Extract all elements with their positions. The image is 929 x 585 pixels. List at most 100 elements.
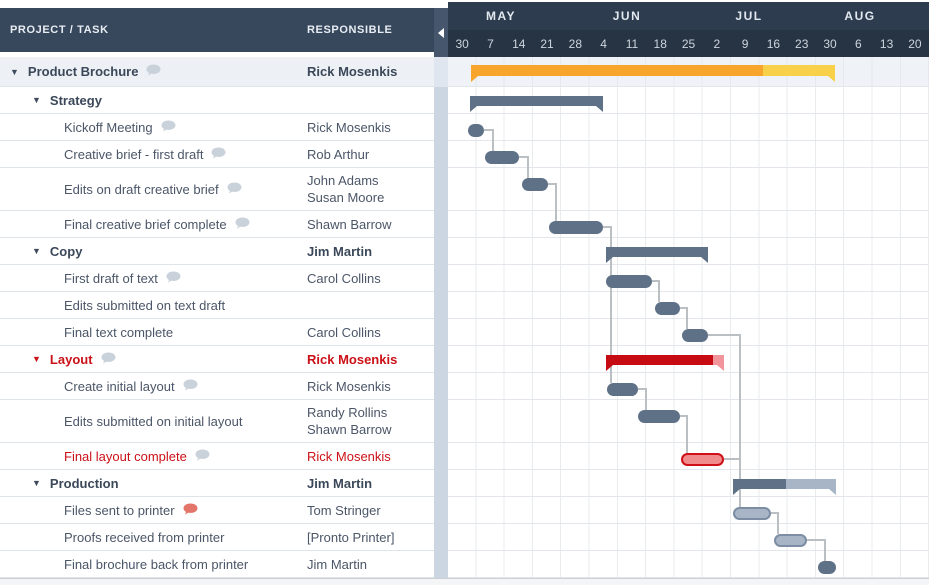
responsible-name: Rob Arthur (307, 146, 370, 162)
timeline-month-label: JUL (735, 9, 763, 23)
bottom-scroll-track[interactable] (0, 578, 929, 585)
task-name-cell[interactable]: ▼ Strategy (0, 87, 304, 113)
comment-icon[interactable] (183, 379, 198, 394)
task-row-copy[interactable]: ▼ Copy Jim Martin (0, 238, 434, 265)
gantt-bar-first-draft-of-text[interactable] (606, 275, 652, 288)
gantt-bar-create-initial-layout[interactable] (607, 383, 638, 396)
collapse-triangle-icon[interactable]: ▼ (32, 354, 41, 364)
chevron-left-icon (438, 27, 444, 38)
collapse-triangle-icon[interactable]: ▼ (32, 478, 41, 488)
responsible-name: Carol Collins (307, 324, 381, 340)
gantt-summary-bar-copy[interactable] (606, 247, 708, 263)
gantt-bar-edits-submitted-on-initial-layout[interactable] (638, 410, 680, 423)
task-row-creative-brief-first-draft[interactable]: Creative brief - first draft Rob Arthur (0, 141, 434, 168)
task-row-kickoff-meeting[interactable]: Kickoff Meeting Rick Mosenkis (0, 114, 434, 141)
task-name-cell[interactable]: Edits on draft creative brief (0, 168, 304, 210)
responsible-cell: Rob Arthur (307, 141, 430, 167)
collapse-triangle-icon[interactable]: ▼ (32, 246, 41, 256)
responsible-cell: Rick Mosenkis (307, 114, 430, 140)
task-name-cell[interactable]: Create initial layout (0, 373, 304, 399)
task-name-cell[interactable]: ▼ Product Brochure (0, 57, 304, 86)
task-name-cell[interactable]: ▼ Copy (0, 238, 304, 264)
gantt-summary-bar-product-brochure[interactable] (471, 65, 835, 82)
gantt-bar-final-text-complete[interactable] (682, 329, 708, 342)
gantt-bar-final-layout-complete[interactable] (681, 453, 724, 466)
task-name-cell[interactable]: Creative brief - first draft (0, 141, 304, 167)
comment-red-icon[interactable] (183, 503, 198, 518)
task-name-cell[interactable]: Proofs received from printer (0, 524, 304, 550)
task-row-final-creative-brief-complete[interactable]: Final creative brief complete Shawn Barro… (0, 211, 434, 238)
summary-notch-right (596, 106, 603, 112)
timeline-week-label: 28 (568, 36, 583, 51)
gantt-bar-final-brochure-back-from-printer[interactable] (818, 561, 836, 574)
task-row-edits-submitted-on-text-draft[interactable]: Edits submitted on text draft (0, 292, 434, 319)
task-name-cell[interactable]: Edits submitted on initial layout (0, 400, 304, 442)
collapse-strip[interactable] (434, 57, 448, 578)
gantt-bar-edits-on-draft-creative-brief[interactable] (522, 178, 548, 191)
gantt-bar-files-sent-to-printer[interactable] (733, 507, 771, 520)
task-row-edits-submitted-on-initial-layout[interactable]: Edits submitted on initial layout Randy R… (0, 400, 434, 443)
task-label: Final brochure back from printer (64, 556, 249, 572)
task-row-strategy[interactable]: ▼ Strategy (0, 87, 434, 114)
chart-row (448, 497, 929, 524)
comment-icon[interactable] (195, 449, 210, 464)
gantt-bar-proofs-received-from-printer[interactable] (774, 534, 807, 547)
chart-row (448, 211, 929, 238)
task-name-cell[interactable]: Kickoff Meeting (0, 114, 304, 140)
gantt-bar-creative-brief-first-draft[interactable] (485, 151, 519, 164)
task-row-final-text-complete[interactable]: Final text complete Carol Collins (0, 319, 434, 346)
gantt-summary-bar-production[interactable] (733, 479, 836, 495)
task-row-product-brochure[interactable]: ▼ Product Brochure Rick Mosenkis (0, 57, 434, 87)
summary-notch-left (606, 257, 613, 263)
comment-icon[interactable] (166, 271, 181, 286)
task-name-cell[interactable]: ▼ Production (0, 470, 304, 496)
comment-icon[interactable] (211, 147, 226, 162)
collapse-strip-highlight (434, 57, 448, 87)
task-label: Edits submitted on initial layout (64, 413, 243, 429)
summary-bar-segment (471, 65, 763, 76)
collapse-panel-button[interactable] (434, 8, 448, 57)
task-row-proofs-received-from-printer[interactable]: Proofs received from printer [Pronto Prin… (0, 524, 434, 551)
comment-icon[interactable] (161, 120, 176, 135)
gantt-bar-final-creative-brief-complete[interactable] (549, 221, 603, 234)
comment-icon[interactable] (227, 182, 242, 197)
responsible-name: Tom Stringer (307, 502, 381, 518)
task-name-cell[interactable]: Final brochure back from printer (0, 551, 304, 577)
timeline-dates-row: 30 7 14 21 28 4 11 18 25 2 9 16 23 30 6 13 20 (448, 30, 929, 57)
responsible-cell: Jim Martin (307, 551, 430, 577)
responsible-cell: John Adams Susan Moore (307, 168, 430, 210)
task-label: Copy (49, 243, 83, 259)
collapse-triangle-icon[interactable]: ▼ (10, 66, 19, 77)
task-name-cell[interactable]: Final text complete (0, 319, 304, 345)
task-name-cell[interactable]: ▼ Layout (0, 346, 304, 372)
task-name-cell[interactable]: Files sent to printer (0, 497, 304, 523)
summary-bar-segment (733, 479, 786, 489)
gantt-summary-bar-strategy[interactable] (470, 96, 603, 112)
task-row-layout[interactable]: ▼ Layout Rick Mosenkis (0, 346, 434, 373)
gantt-bar-kickoff-meeting[interactable] (468, 124, 484, 137)
chart-row (448, 373, 929, 400)
gantt-summary-bar-layout[interactable] (606, 355, 724, 371)
task-label: Layout (49, 351, 93, 367)
task-row-first-draft-of-text[interactable]: First draft of text Carol Collins (0, 265, 434, 292)
comment-icon[interactable] (146, 64, 161, 79)
task-label: Final text complete (64, 324, 174, 340)
task-name-cell[interactable]: Final creative brief complete (0, 211, 304, 237)
comment-icon[interactable] (235, 217, 250, 232)
task-name-cell[interactable]: First draft of text (0, 265, 304, 291)
task-row-edits-on-draft-creative-brief[interactable]: Edits on draft creative brief John Adams S… (0, 168, 434, 211)
task-row-files-sent-to-printer[interactable]: Files sent to printer Tom Stringer (0, 497, 434, 524)
collapse-triangle-icon[interactable]: ▼ (32, 95, 41, 105)
timeline-month-label: MAY (485, 9, 517, 23)
timeline-week-label: 21 (540, 36, 554, 51)
task-name-cell[interactable]: Edits submitted on text draft (0, 292, 304, 318)
comment-icon[interactable] (101, 352, 116, 367)
task-name-cell[interactable]: Final layout complete (0, 443, 304, 469)
task-row-create-initial-layout[interactable]: Create initial layout Rick Mosenkis (0, 373, 434, 400)
responsible-cell (307, 87, 430, 113)
task-row-production[interactable]: ▼ Production Jim Martin (0, 470, 434, 497)
timeline-months-row: MAY JUN JUL AUG (448, 2, 929, 30)
task-row-final-layout-complete[interactable]: Final layout complete Rick Mosenkis (0, 443, 434, 470)
gantt-bar-edits-submitted-on-text-draft[interactable] (655, 302, 680, 315)
task-row-final-brochure-back-from-printer[interactable]: Final brochure back from printer Jim Mart… (0, 551, 434, 578)
